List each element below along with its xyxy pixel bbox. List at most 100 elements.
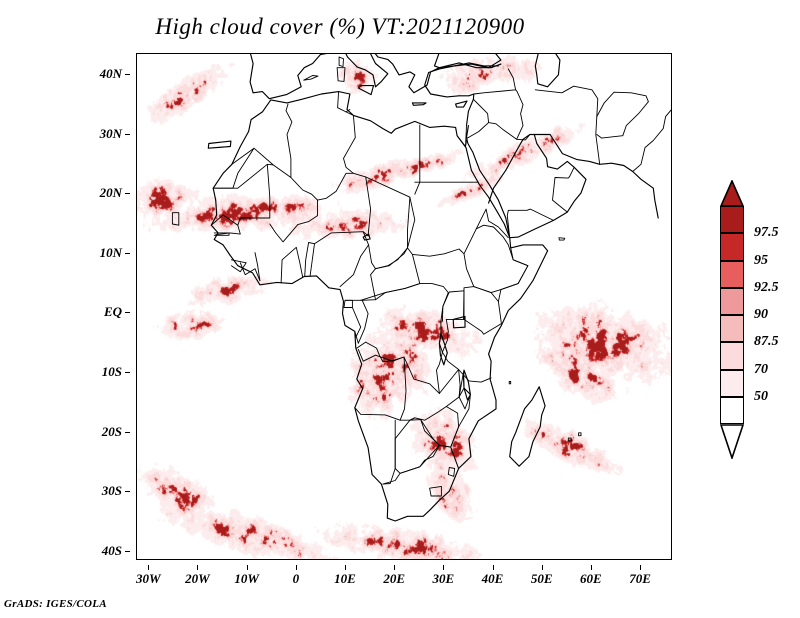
y-tick-mark: [125, 491, 130, 493]
y-tick-label: 30S: [101, 483, 122, 499]
x-tick-mark: [197, 565, 199, 570]
y-tick-mark: [125, 193, 130, 195]
map-line-iberia-europe: [249, 54, 502, 100]
colorbar-tick-label: 97.5: [754, 225, 779, 241]
map-line-b-car: [375, 247, 421, 301]
y-tick-label: 20S: [101, 423, 122, 439]
colorbar-tick-label: 87.5: [754, 334, 779, 350]
y-tick-mark: [125, 431, 130, 433]
map-line-b-angola: [354, 407, 416, 421]
map-line-b-drc-west: [356, 341, 440, 394]
map-line-b-sardinia: [336, 67, 346, 82]
map-line-b-niger-algeria: [317, 172, 354, 201]
y-tick-label: EQ: [103, 304, 122, 320]
map-line-b-zambia: [409, 369, 461, 421]
map-line-red-sea-east: [465, 125, 511, 239]
x-tick-mark: [246, 565, 248, 570]
x-tick-label: 60E: [580, 571, 602, 586]
x-tick-label: 30W: [136, 571, 161, 586]
map-line-b-nigeria: [309, 231, 370, 288]
y-tick-mark: [125, 312, 130, 314]
y-tick-label: 30N: [99, 125, 122, 141]
map-line-italy-sicily: [357, 85, 375, 96]
map-line-b-corsica: [338, 56, 344, 67]
map-line-b-oman-uae: [552, 166, 575, 213]
map-line-madagascar: [509, 386, 546, 467]
map-line-b-reunion: [567, 437, 572, 442]
map-line-b-kenya: [463, 286, 502, 335]
x-tick-mark: [640, 565, 642, 570]
map-plot-area: [136, 53, 672, 560]
map-line-black-sea: [433, 54, 502, 69]
y-tick-label: 40S: [101, 543, 122, 559]
colorbar-segment: [720, 206, 744, 234]
map-line-arabia: [509, 133, 659, 239]
map-line-cyprus: [455, 100, 468, 108]
x-tick-mark: [148, 565, 150, 570]
map-line-lake-malawi: [462, 369, 471, 401]
map-line-b-syria-iraq: [472, 98, 531, 141]
colorbar-segment: [720, 342, 744, 370]
map-line-africa-west-coast: [210, 91, 549, 522]
page-title: High cloud cover (%) VT:2021120900: [155, 14, 525, 39]
map-line-b-chad-libya: [365, 176, 416, 270]
map-line-b-libya-tunisia: [345, 111, 354, 116]
map-line-b-eritrea: [475, 208, 509, 239]
map-line-b-lesotho: [429, 485, 442, 497]
colorbar-segment: [720, 396, 744, 424]
x-tick-label: 20W: [185, 571, 210, 586]
map-line-b-tunisia: [337, 91, 351, 113]
map-line-persian-gulf-n: [488, 133, 535, 204]
colorbar-segment: [720, 233, 744, 261]
map-line-b-saudi-jordan: [467, 122, 490, 138]
cloud-cover-field: [137, 54, 671, 559]
map-line-crete: [411, 102, 427, 106]
y-tick-label: 40N: [99, 65, 122, 81]
colorbar-tick-label: 70: [754, 361, 768, 377]
map-line-b-socotra: [558, 237, 566, 241]
x-tick-label: 10E: [334, 571, 356, 586]
y-tick-label: 20N: [99, 185, 122, 201]
map-line-b-balearic: [303, 75, 319, 81]
map-line-b-gabon-w: [351, 307, 362, 338]
map-line-b-gambia: [213, 232, 230, 236]
map-line-b-afghanistan: [596, 91, 649, 139]
y-tick-label: 10S: [101, 364, 122, 380]
credit-label: GrADS: IGES/COLA: [4, 598, 107, 610]
colorbar-tick-label: 95: [754, 252, 768, 268]
y-tick-mark: [125, 252, 130, 254]
map-line-b-sudan-ssudan: [411, 248, 465, 257]
map-line-b-niger-chad: [362, 176, 372, 237]
x-tick-mark: [295, 565, 297, 570]
y-tick-mark: [125, 372, 130, 374]
x-tick-label: 0: [292, 571, 300, 586]
map-line-middle-east-coast: [424, 62, 499, 127]
colorbar-segment: [720, 369, 744, 397]
map-line-b-sinai: [456, 125, 467, 147]
map-line-b-ghana: [280, 246, 304, 284]
x-tick-mark: [443, 565, 445, 570]
map-line-b-malawi: [458, 371, 471, 410]
x-tick-mark: [492, 565, 494, 570]
map-line-b-yemen: [506, 208, 554, 239]
map-line-b-algeria-libya: [343, 114, 367, 178]
map-line-b-sierra-leone: [230, 259, 247, 273]
x-tick-mark: [344, 565, 346, 570]
y-tick-mark: [125, 133, 130, 135]
colorbar-segment: [720, 260, 744, 288]
map-line-b-angola-drc: [357, 348, 407, 421]
y-axis-labels: 40N 30N 20N 10N EQ 10S 20S 30S 40S: [96, 53, 130, 560]
map-line-b-safrica-n: [382, 444, 460, 485]
x-tick-label: 40E: [481, 571, 504, 586]
colorbar-segment: [720, 315, 744, 343]
map-line-b-somalia: [497, 247, 529, 302]
x-tick-label: 10W: [234, 571, 259, 586]
colorbar-tick-label: 92.5: [754, 279, 779, 295]
map-line-b-benin-togo: [304, 242, 315, 277]
map-line-b-pakistan: [632, 109, 671, 172]
map-line-b-eq-guinea: [343, 299, 353, 308]
map-line-b-turkey-s: [473, 68, 517, 95]
colorbar-segment: [720, 287, 744, 315]
x-axis-labels: 30W 20W 10W 0 10E 20E 30E 40E 50E 60E 70E: [136, 565, 672, 586]
map-line-b-mauritania: [212, 163, 274, 189]
